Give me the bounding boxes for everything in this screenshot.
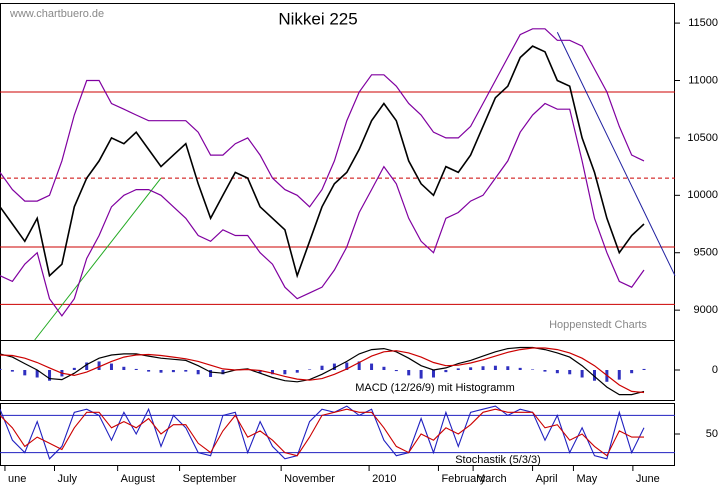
stoch-label: Stochastik (5/3/3) xyxy=(455,454,541,466)
histogram-bar xyxy=(159,370,163,373)
histogram-bar xyxy=(642,368,646,370)
histogram-bar xyxy=(469,367,473,370)
y-tick-label: 9500 xyxy=(694,247,718,259)
x-tick-label: November xyxy=(284,473,335,485)
histogram-bar xyxy=(531,369,535,370)
y-tick-label: 0 xyxy=(712,364,718,376)
histogram-bar xyxy=(357,361,361,370)
x-tick-label: September xyxy=(183,473,237,485)
histogram-bar xyxy=(308,369,312,370)
y-tick-label: 50 xyxy=(706,428,718,440)
histogram-bar xyxy=(580,370,584,378)
histogram-bar xyxy=(407,370,411,376)
panel-frame xyxy=(0,403,675,466)
histogram-bar xyxy=(543,370,547,372)
histogram-bar xyxy=(221,370,225,375)
histogram-bar xyxy=(394,370,398,372)
source-label: www.chartbuero.de xyxy=(9,8,104,20)
histogram-bar xyxy=(35,370,39,378)
x-tick-label: June xyxy=(636,473,660,485)
series-line xyxy=(0,28,645,208)
panel-frame xyxy=(0,3,675,341)
chart-title: Nikkei 225 xyxy=(278,9,357,28)
histogram-bar xyxy=(506,366,510,370)
series-line xyxy=(0,405,645,460)
trend-line xyxy=(34,177,162,341)
series-line xyxy=(0,346,645,396)
y-tick-label: 10000 xyxy=(687,189,718,201)
histogram-bar xyxy=(518,367,522,370)
trend-line xyxy=(556,32,676,276)
histogram-bar xyxy=(85,362,89,370)
panel-frame xyxy=(0,340,675,401)
histogram-bar xyxy=(345,362,349,370)
histogram-bar xyxy=(481,366,485,370)
series-line xyxy=(0,102,645,317)
histogram-bar xyxy=(209,370,213,377)
histogram-bar xyxy=(370,363,374,370)
histogram-bar xyxy=(419,370,423,379)
macd-label: MACD (12/26/9) mit Histogramm xyxy=(355,382,515,394)
histogram-bar xyxy=(630,370,634,374)
histogram-bar xyxy=(72,367,76,370)
y-tick-label: 9000 xyxy=(694,304,718,316)
x-tick-label: March xyxy=(476,473,507,485)
histogram-bar xyxy=(332,363,336,370)
x-tick-label: May xyxy=(576,473,597,485)
x-tick-label: une xyxy=(8,473,26,485)
histogram-bar xyxy=(97,361,101,370)
histogram-bar xyxy=(568,370,572,375)
x-tick-label: February xyxy=(441,473,486,485)
histogram-bar xyxy=(196,370,200,375)
histogram-bar xyxy=(270,370,274,375)
y-tick-label: 10500 xyxy=(687,132,718,144)
series-line xyxy=(0,408,644,457)
histogram-bar xyxy=(109,363,113,370)
histogram-bar xyxy=(0,368,2,370)
histogram-bar xyxy=(320,365,324,370)
histogram-bar xyxy=(23,370,27,376)
histogram-bar xyxy=(283,370,287,375)
histogram-bar xyxy=(431,370,435,378)
y-tick-label: 11000 xyxy=(688,74,718,86)
histogram-bar xyxy=(295,370,299,373)
histogram-bar xyxy=(555,370,559,374)
histogram-bar xyxy=(493,365,497,370)
histogram-bar xyxy=(184,370,188,372)
x-tick-label: August xyxy=(121,473,155,485)
series-line xyxy=(0,45,645,279)
y-tick-label: 11500 xyxy=(688,17,718,29)
histogram-bar xyxy=(444,370,448,373)
histogram-bar xyxy=(382,366,386,370)
histogram-bar xyxy=(171,370,175,373)
x-tick-label: July xyxy=(57,473,77,485)
histogram-bar xyxy=(617,370,621,380)
histogram-bar xyxy=(258,370,262,373)
histogram-bar xyxy=(456,368,460,370)
histogram-bar xyxy=(134,368,138,370)
histogram-bar xyxy=(10,370,14,372)
x-tick-label: April xyxy=(536,473,558,485)
histogram-bar xyxy=(592,370,596,381)
histogram-bar xyxy=(122,366,126,370)
x-tick-label: 2010 xyxy=(372,473,396,485)
annotation: Hoppenstedt Charts xyxy=(549,319,647,331)
histogram-bar xyxy=(48,370,52,381)
histogram-bar xyxy=(147,370,151,372)
series-line xyxy=(0,347,645,394)
